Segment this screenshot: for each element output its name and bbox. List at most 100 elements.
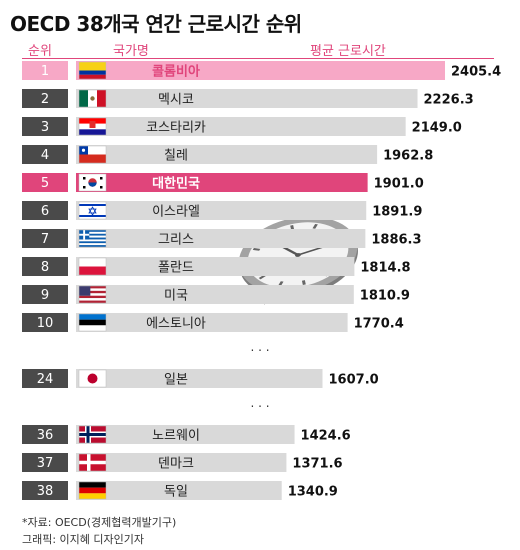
value-label: 1607.0	[329, 373, 379, 388]
japan-flag-icon	[78, 369, 107, 388]
country-label: 칠레	[164, 149, 188, 164]
page-title: OECD 38개국 연간 근로시간 순위	[10, 12, 302, 36]
croatia-flag-icon	[78, 117, 107, 136]
rank-box	[22, 257, 68, 276]
norway-flag-icon	[78, 425, 107, 444]
rank-box	[22, 89, 68, 108]
rank-label: 4	[41, 148, 49, 163]
clock-tick	[290, 224, 295, 230]
table-row: 8 폴란드 1814.8	[22, 257, 411, 276]
rank-box	[22, 61, 68, 80]
rank-box	[22, 173, 68, 192]
country-label: 일본	[164, 373, 188, 388]
rank-box	[22, 145, 68, 164]
hours-bar	[76, 481, 282, 500]
country-label: 에스토니아	[146, 317, 206, 332]
hours-bar	[76, 89, 418, 108]
rank-column-header: 순위	[28, 44, 52, 59]
hours-bar	[76, 61, 445, 80]
table-row: 7 그리스 1886.3	[22, 229, 422, 248]
rank-box	[22, 313, 68, 332]
country-label: 노르웨이	[152, 429, 200, 444]
value-label: 1814.8	[360, 261, 410, 276]
rank-label: 9	[41, 288, 49, 303]
country-label: 코스타리카	[146, 121, 206, 136]
rank-box	[22, 229, 68, 248]
hours-bar	[76, 369, 323, 388]
table-row: 9 미국 1810.9	[22, 285, 410, 304]
country-label: 독일	[164, 485, 188, 500]
mexico-flag-icon	[78, 89, 107, 108]
hours-bar	[76, 117, 406, 136]
country-label: 폴란드	[158, 261, 194, 276]
hours-bar	[76, 313, 348, 332]
value-label: 1891.9	[372, 205, 422, 220]
rank-box	[22, 481, 68, 500]
value-label: 1810.9	[360, 289, 410, 304]
header-divider	[22, 58, 494, 59]
country-label: 대한민국	[152, 176, 200, 192]
clock-tick	[301, 280, 306, 286]
value-label: 1962.8	[383, 149, 433, 164]
usa-flag-icon	[78, 285, 107, 304]
country-label: 덴마크	[158, 457, 194, 472]
hours-bar	[76, 453, 287, 472]
table-row: 37 덴마크 1371.6	[22, 453, 343, 472]
value-label: 2226.3	[424, 93, 474, 108]
rank-label: 8	[41, 260, 49, 275]
value-label: 1901.0	[374, 177, 424, 192]
clock-center	[295, 253, 301, 257]
hours-bar	[76, 145, 378, 164]
value-label: 1340.9	[288, 485, 338, 500]
value-label: 1424.6	[301, 429, 351, 444]
table-row: 24 일본 1607.0	[22, 369, 379, 388]
rank-label: 10	[37, 316, 54, 331]
poland-flag-icon	[78, 257, 107, 276]
value-label: 1371.6	[292, 457, 342, 472]
rank-box	[22, 425, 68, 444]
country-label: 콜롬비아	[152, 64, 200, 80]
rank-label: 36	[37, 428, 54, 443]
rank-box	[22, 285, 68, 304]
rank-label: 3	[41, 120, 49, 135]
rank-label: 24	[37, 372, 54, 387]
value-label: 1886.3	[371, 233, 421, 248]
hours-bar	[76, 425, 295, 444]
value-label: 2405.4	[451, 65, 501, 80]
country-label: 멕시코	[158, 93, 194, 108]
colombia-flag-icon	[78, 61, 107, 80]
rank-box	[22, 201, 68, 220]
hours-bar	[76, 229, 366, 248]
country-column-header: 국가명	[113, 44, 149, 59]
hours-column-header: 평균 근로시간	[310, 44, 386, 59]
table-row: 4 칠레 1962.8	[22, 145, 433, 164]
hours-bar	[76, 173, 368, 192]
greece-flag-icon	[78, 229, 107, 248]
rank-box	[22, 369, 68, 388]
table-row: 6 이스라엘 1891.9	[22, 201, 422, 220]
rank-label: 2	[41, 92, 49, 107]
country-label: 미국	[164, 289, 188, 304]
country-label: 이스라엘	[152, 205, 200, 220]
israel-flag-icon	[78, 201, 107, 220]
rank-box	[22, 453, 68, 472]
table-row: 10 에스토니아 1770.4	[22, 313, 404, 332]
rank-label: 5	[41, 176, 49, 191]
rank-label: 38	[37, 484, 54, 499]
rank-label: 1	[41, 64, 49, 79]
source-note: *자료: OECD(경제협력개발기구)	[22, 516, 177, 529]
table-row: 2 멕시코 2226.3	[22, 89, 474, 108]
hours-bar	[76, 285, 354, 304]
rows-omitted-ellipsis: · · ·	[250, 344, 269, 358]
country-label: 그리스	[158, 233, 194, 248]
rank-label: 6	[41, 204, 49, 219]
value-label: 1770.4	[354, 317, 404, 332]
clock-tick	[252, 248, 261, 251]
rank-label: 7	[41, 232, 49, 247]
table-row: 38 독일 1340.9	[22, 481, 338, 500]
table-row: 1 콜롬비아 2405.4	[22, 61, 501, 80]
chile-flag-icon	[78, 145, 107, 164]
table-row: 5 대한민국 1901.0	[22, 173, 424, 192]
table-row: 3 코스타리카 2149.0	[22, 117, 462, 136]
